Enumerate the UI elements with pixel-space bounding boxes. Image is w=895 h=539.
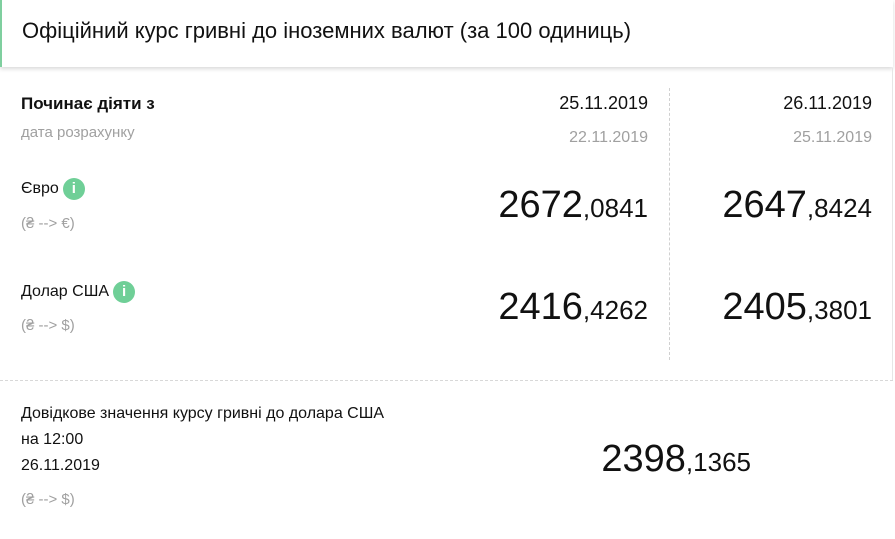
info-icon[interactable]: i <box>113 281 136 303</box>
rate-int: 2672 <box>498 184 583 226</box>
rate-frac: ,3801 <box>806 295 872 325</box>
rate-frac: ,1365 <box>685 447 751 477</box>
currency-name: Євро <box>21 180 59 197</box>
rate-usd-2: 2405,3801 <box>632 286 872 329</box>
page-header: Офіційний курс гривні до іноземних валют… <box>0 0 893 67</box>
rate-frac: ,8424 <box>806 193 872 223</box>
info-icon[interactable]: i <box>62 178 85 200</box>
currency-usd: Долар США i <box>21 281 136 303</box>
calc-date-1: 22.11.2019 <box>569 129 648 146</box>
rate-int: 2416 <box>498 286 583 328</box>
effective-date-2: 26.11.2019 <box>783 93 872 113</box>
reference-date: 26.11.2019 <box>21 457 100 474</box>
effective-from-label: Починає діяти з <box>21 94 155 113</box>
rate-frac: ,0841 <box>582 193 648 223</box>
rate-euro-1: 2672,0841 <box>408 184 648 227</box>
rate-int: 2398 <box>601 438 686 480</box>
rate-euro-2: 2647,8424 <box>632 184 872 227</box>
effective-date-1: 25.11.2019 <box>559 93 648 113</box>
currency-direction: (₴ --> $) <box>21 317 75 334</box>
currency-name: Долар США <box>21 283 110 300</box>
column-divider <box>669 88 670 360</box>
reference-rate: 2398,1365 <box>511 438 751 481</box>
rate-int: 2405 <box>722 286 807 328</box>
currency-euro: Євро i <box>21 178 85 200</box>
reference-direction: (₴ --> $) <box>21 491 75 508</box>
page-title: Офіційний курс гривні до іноземних валют… <box>22 18 632 43</box>
reference-title: Довідкове значення курсу гривні до долар… <box>21 405 385 422</box>
reference-time: на 12:00 <box>21 431 84 448</box>
rate-frac: ,4262 <box>582 295 648 325</box>
panel-border <box>892 68 893 380</box>
rate-int: 2647 <box>722 184 807 226</box>
calc-date-2: 25.11.2019 <box>793 129 872 146</box>
currency-direction: (₴ --> €) <box>21 215 75 232</box>
section-divider <box>0 380 893 381</box>
calc-date-label: дата розрахунку <box>21 124 135 141</box>
rate-usd-1: 2416,4262 <box>408 286 648 329</box>
